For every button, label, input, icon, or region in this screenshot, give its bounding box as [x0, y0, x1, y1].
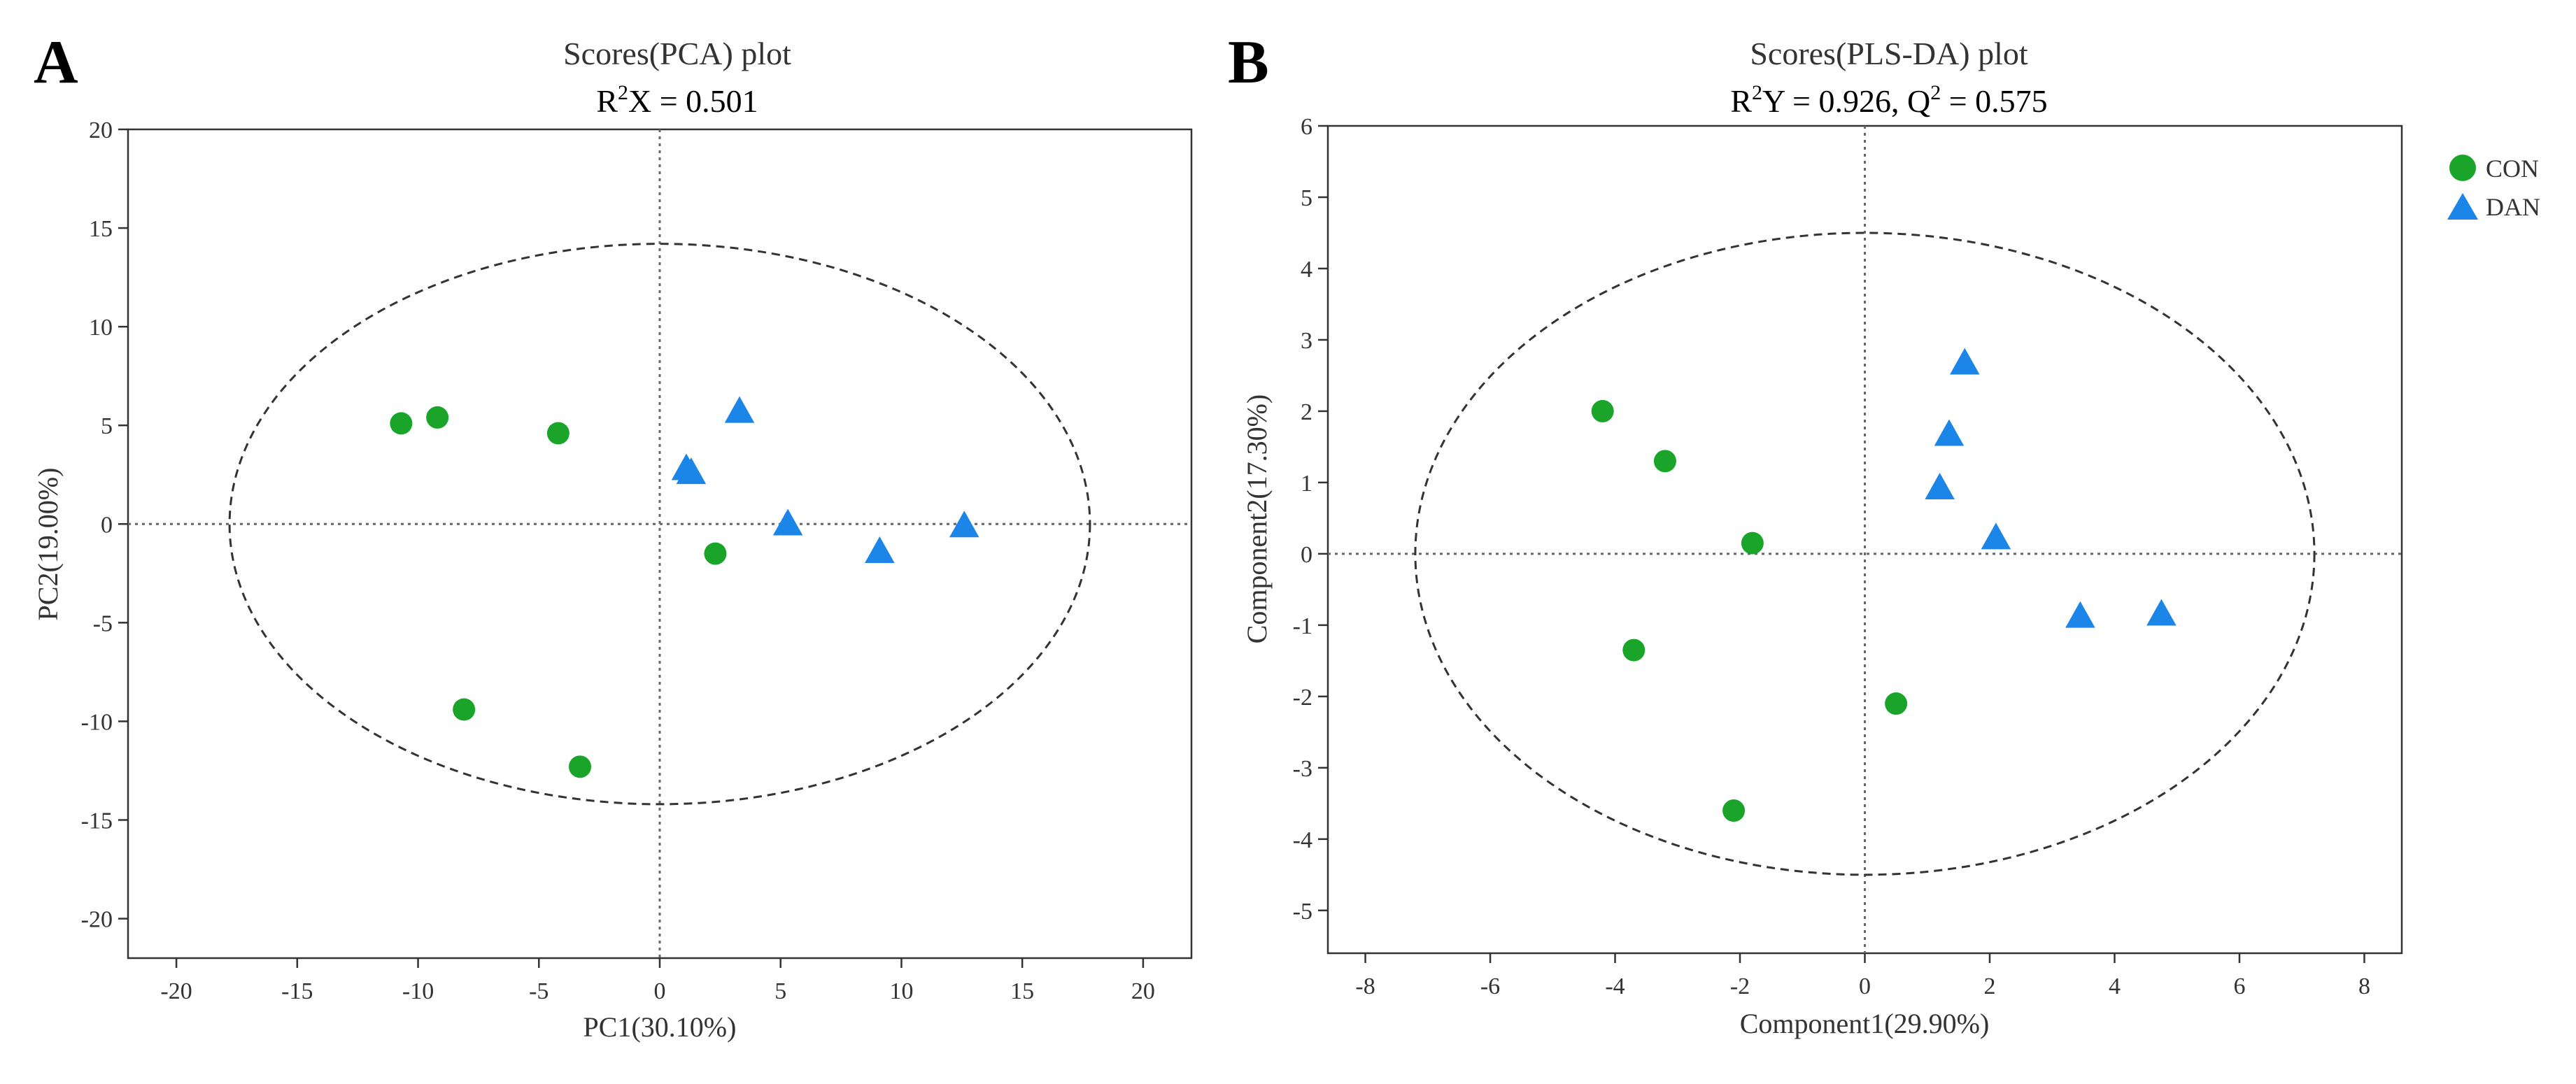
panel-a-y-tick-label: 15 [89, 216, 113, 242]
panel-b-y-tick-label: -2 [1293, 685, 1312, 711]
panel-b-title: Scores(PLS-DA) plot [1750, 36, 2028, 71]
panel-b-y-tick-label: -5 [1293, 899, 1312, 925]
legend-dan-label: DAN [2486, 193, 2540, 221]
legend-con-marker [2449, 155, 2476, 181]
panel-b-x-axis-label: Component1(29.90%) [1740, 1008, 1990, 1039]
panel-b-point-con [1741, 532, 1764, 555]
panel-a-x-tick-label: 10 [889, 978, 913, 1004]
panel-a-point-dan [724, 396, 755, 423]
panel-a-x-tick-label: -20 [160, 978, 192, 1004]
panel-b-point-con [1591, 399, 1614, 422]
panel-b-x-tick-label: 6 [2233, 974, 2245, 999]
panel-a-x-tick-label: 0 [654, 978, 666, 1004]
panel-b-zero-lines [1328, 126, 2402, 953]
panel-a-confidence-ellipse [228, 243, 1091, 806]
panel-b-x-tick-label: -2 [1730, 974, 1750, 999]
panel-b-point-dan [1981, 522, 2011, 550]
panel-b-y-tick-label: 2 [1301, 399, 1312, 425]
panel-a-letter: A [34, 29, 78, 97]
panel-a-point-dan [949, 511, 979, 538]
panel-b-points [1591, 348, 2177, 822]
panel-a-subtitle: R2X = 0.501 [596, 81, 758, 119]
panel-a-x-tick-label: 15 [1010, 978, 1034, 1004]
panel-a-y-axis-label: PC2(19.00%) [32, 468, 64, 621]
panel-a-zero-lines [128, 129, 1191, 958]
panel-b-ticks: -8 -6 -4 -2 0 2 4 6 8 -5 -4 -3 -2 -1 0 1 2 3 4 5 6 [1293, 114, 2370, 999]
panel-b-point-dan [1934, 419, 1965, 446]
panel-a-points [390, 396, 979, 778]
panel-b-y-tick-label: -1 [1293, 613, 1312, 639]
panel-b-point-con [1622, 639, 1646, 662]
panel-a-x-tick-label: -5 [529, 978, 549, 1004]
panel-a-x-tick-label: -10 [402, 978, 434, 1004]
panel-a-y-tick-label: 5 [101, 413, 113, 439]
panel-b: B Scores(PLS-DA) plot R2Y = 0.926, Q2 = … [1228, 29, 2403, 1039]
panel-b-point-dan [1925, 473, 1955, 500]
panel-a-x-tick-label: 5 [774, 978, 786, 1004]
panel-b-x-tick-label: 8 [2358, 974, 2370, 999]
panel-b-point-dan [2146, 599, 2177, 626]
panel-a-y-tick-label: 20 [89, 117, 113, 143]
panel-a-point-con [546, 422, 569, 445]
panel-b-x-tick-label: -4 [1605, 974, 1625, 999]
panel-b-x-tick-label: -8 [1355, 974, 1375, 999]
panel-a-y-tick-label: -10 [81, 709, 113, 735]
panel-b-letter: B [1228, 29, 1269, 97]
panel-b-y-tick-label: 0 [1301, 542, 1312, 568]
panel-a-y-tick-label: -5 [93, 611, 113, 636]
legend: CON DAN [2447, 155, 2540, 221]
panel-a-point-dan [772, 508, 803, 536]
panel-b-point-dan [1950, 348, 1980, 375]
panel-a: A Scores(PCA) plot R2X = 0.501 -20 -15 -10… [32, 29, 1193, 1043]
panel-b-x-tick-label: -6 [1480, 974, 1500, 999]
panel-b-confidence-ellipse [1414, 231, 2316, 876]
panel-a-y-tick-label: 0 [101, 512, 113, 538]
panel-b-y-tick-label: 5 [1301, 185, 1312, 211]
panel-b-x-tick-label: 2 [1983, 974, 1995, 999]
panel-b-y-tick-label: 1 [1301, 471, 1312, 497]
panel-a-point-dan [865, 536, 895, 563]
legend-dan-marker [2447, 193, 2478, 220]
panel-b-point-dan [2065, 601, 2095, 628]
panel-a-x-axis-label: PC1(30.10%) [583, 1011, 737, 1043]
panel-a-y-tick-label: -20 [81, 907, 113, 933]
panel-a-y-tick-label: -15 [81, 808, 113, 834]
panel-b-subtitle: R2Y = 0.926, Q2 = 0.575 [1730, 81, 2047, 119]
panel-a-point-con [453, 698, 476, 721]
panel-b-x-tick-label: 0 [1859, 974, 1871, 999]
panel-b-point-con [1653, 450, 1676, 473]
panel-a-x-tick-label: -15 [281, 978, 313, 1004]
legend-con-label: CON [2486, 155, 2539, 183]
panel-b-y-tick-label: 3 [1301, 328, 1312, 354]
panel-a-point-con [569, 755, 591, 778]
panel-b-y-tick-label: 6 [1301, 114, 1312, 140]
panel-b-y-tick-label: -4 [1293, 827, 1312, 853]
panel-a-ticks: -20 -15 -10 -5 0 5 10 15 20 -20 -15 -10 -5 0 5 10 15 20 [81, 117, 1155, 1004]
panel-a-title: Scores(PCA) plot [563, 36, 791, 71]
panel-b-point-con [1885, 692, 1908, 715]
panel-b-y-tick-label: -3 [1293, 756, 1312, 782]
panel-a-point-con [704, 542, 727, 565]
panel-b-x-tick-label: 4 [2109, 974, 2121, 999]
panel-b-y-axis-label: Component2(17.30%) [1241, 394, 1273, 644]
panel-b-y-tick-label: 4 [1301, 257, 1312, 283]
panel-a-point-dan [676, 457, 707, 485]
panel-a-y-tick-label: 10 [89, 315, 113, 341]
panel-b-point-con [1722, 799, 1746, 822]
panel-a-point-con [390, 412, 413, 435]
panel-a-point-con [426, 406, 449, 429]
panel-a-x-tick-label: 20 [1131, 978, 1155, 1004]
